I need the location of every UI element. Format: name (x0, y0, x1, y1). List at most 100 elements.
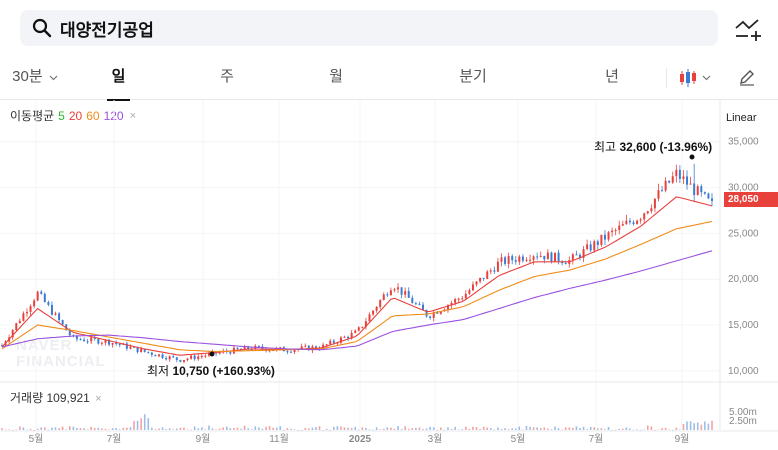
tab-week[interactable]: 주 (220, 68, 234, 85)
volume-bar (111, 428, 114, 430)
candle-body (628, 220, 631, 223)
volume-axis-label: 2.50m (729, 416, 757, 427)
time-axis-label: 9월 (196, 433, 211, 445)
candle-body (422, 304, 425, 310)
volume-bar (97, 427, 100, 430)
candle-body (222, 350, 225, 353)
watermark: NAVER FINANCIAL (16, 337, 106, 370)
candle-body (8, 337, 11, 342)
volume-bar (168, 428, 171, 430)
candle-body (525, 259, 528, 261)
candle-body (450, 302, 453, 306)
volume-bar (696, 422, 699, 430)
candle-body (293, 349, 296, 353)
volume-bar (632, 429, 635, 431)
volume-bar (365, 427, 367, 430)
volume-bar (686, 421, 688, 430)
candle-body (1, 345, 3, 347)
compare-chart-icon[interactable] (734, 16, 762, 42)
candle-body (404, 291, 407, 295)
volume-bar (300, 429, 303, 431)
volume-bar (179, 427, 182, 430)
candle-body (372, 310, 375, 315)
candle-body (518, 256, 521, 262)
candle-body (72, 335, 75, 337)
ma-20-line (1, 196, 713, 356)
volume-bar (58, 428, 60, 430)
candle-body (314, 346, 317, 349)
search-bar[interactable]: 대양전기공업 (20, 10, 718, 46)
volume-bar (561, 429, 563, 431)
volume-bar (297, 429, 299, 431)
volume-bar (536, 427, 538, 430)
candle-body (11, 330, 14, 338)
volume-bar (161, 427, 164, 430)
volume-bar (347, 427, 349, 430)
candle-body (225, 350, 228, 352)
candle-body (532, 256, 535, 260)
tab-quarter[interactable]: 분기 (459, 68, 487, 85)
volume-bar (568, 427, 571, 430)
volume-bar (54, 427, 57, 430)
tab-month[interactable]: 월 (329, 68, 343, 85)
candle-body (632, 222, 635, 224)
volume-bar (47, 429, 50, 431)
moving-average-legend[interactable]: 이동평균 5 20 60 120 × (10, 107, 136, 124)
candle-body (40, 291, 43, 294)
candle-body (204, 355, 207, 357)
volume-bar (290, 428, 292, 430)
scale-mode-label[interactable]: Linear (726, 112, 757, 124)
edit-pencil-icon[interactable] (738, 68, 756, 86)
volume-bar (440, 427, 442, 430)
volume-bar (468, 429, 471, 430)
tab-year[interactable]: 년 (605, 68, 619, 85)
ma-close-icon[interactable]: × (129, 109, 137, 122)
volume-bar (572, 427, 574, 430)
candle-body (489, 270, 492, 272)
candle-body (161, 354, 164, 358)
candle-body (614, 230, 617, 232)
tab-30min[interactable]: 30분 (10, 56, 60, 100)
candle-body (711, 198, 713, 201)
price-axis-label: 15,000 (728, 320, 759, 331)
candle-body (58, 313, 61, 321)
candle-body (354, 330, 357, 333)
volume-bar (61, 426, 64, 430)
volume-bar (554, 426, 556, 430)
volume-bar (261, 428, 264, 430)
volume-bar (597, 428, 599, 430)
candle-body (368, 314, 371, 322)
volume-bar (204, 429, 207, 430)
search-query[interactable]: 대양전기공업 (60, 20, 154, 40)
candle-body (678, 169, 681, 179)
volume-bar (225, 426, 228, 430)
volume-bar (333, 426, 335, 430)
candle-body (529, 259, 532, 261)
candlestick-type-icon[interactable] (678, 68, 712, 88)
volume-bar (643, 429, 646, 430)
volume-bar (329, 429, 332, 431)
candle-body (43, 293, 46, 303)
volume-close-icon[interactable]: × (95, 393, 102, 405)
time-axis-label: 2025 (349, 434, 372, 445)
volume-bar (322, 429, 324, 431)
candle-body (432, 312, 435, 318)
candle-body (571, 254, 574, 261)
candle-body (332, 340, 335, 343)
volume-bar (368, 429, 371, 430)
price-axis-label: 10,000 (728, 366, 759, 377)
tab-day[interactable]: 일 (107, 56, 130, 101)
candle-body (639, 219, 642, 221)
candle-body (68, 330, 71, 336)
volume-bar (661, 428, 663, 430)
volume-bar (579, 427, 581, 430)
candle-body (564, 263, 567, 265)
candle-body (686, 176, 689, 185)
volume-bar (386, 427, 389, 430)
volume-bar (707, 423, 710, 430)
volume-bar (268, 425, 271, 430)
candle-body (578, 254, 581, 259)
candle-body (47, 302, 50, 305)
volume-bar (422, 429, 424, 430)
volume-bar (304, 427, 307, 430)
